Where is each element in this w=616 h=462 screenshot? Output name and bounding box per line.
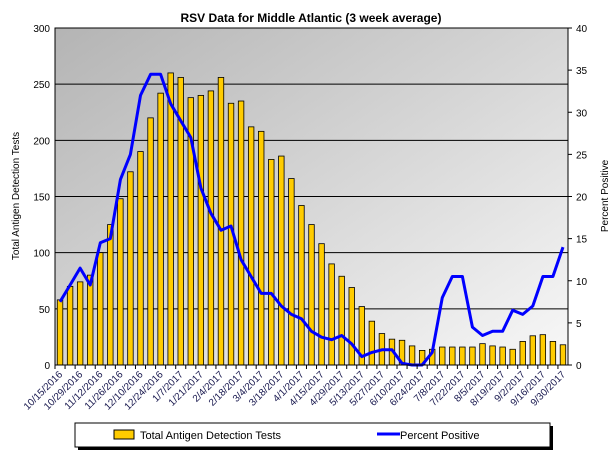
bar: [318, 243, 325, 366]
bar: [479, 343, 486, 366]
legend: Total Antigen Detection Tests Percent Po…: [74, 422, 553, 450]
bar: [549, 341, 557, 366]
y2-tick-label: 40: [576, 24, 588, 35]
percent-positive-line: [58, 72, 565, 367]
bar: [449, 346, 456, 366]
bar: [509, 348, 516, 366]
bar: [127, 171, 134, 366]
bar: [258, 130, 265, 366]
bar: [147, 117, 154, 366]
legend-line-label: Percent Positive: [400, 430, 479, 442]
chart-title: RSV Data for Middle Atlantic (3 week ave…: [181, 11, 442, 25]
y2-tick-label: 5: [576, 319, 582, 330]
bar: [559, 344, 567, 366]
bar: [157, 92, 164, 366]
y-tick-label: 0: [44, 361, 50, 372]
bar: [519, 341, 526, 366]
bar: [328, 263, 335, 366]
y-tick-label: 50: [39, 305, 51, 316]
bar: [499, 346, 506, 366]
bar: [207, 90, 215, 366]
y2-tick-label: 10: [576, 277, 588, 288]
y2-tick-label: 25: [576, 150, 588, 161]
bar: [66, 285, 74, 366]
bar: [308, 224, 315, 366]
bar: [278, 155, 285, 366]
y-tick-label: 100: [33, 249, 50, 260]
y2-axis-label: Percent Positive: [600, 159, 611, 232]
y2-tick-label: 30: [576, 108, 588, 119]
legend-bar-swatch: [113, 429, 135, 440]
bar: [167, 72, 174, 366]
bar: [117, 198, 124, 366]
bar: [87, 274, 94, 366]
y2-tick-label: 20: [576, 193, 588, 204]
y-tick-label: 250: [33, 80, 50, 91]
bar: [529, 335, 536, 366]
y-axis-label: Total Antigen Detection Tests: [11, 132, 22, 260]
bar: [237, 100, 245, 366]
bar: [107, 224, 114, 366]
bar: [368, 320, 376, 366]
bar: [338, 275, 345, 366]
bar: [288, 178, 295, 366]
bar: [489, 345, 496, 366]
y2-tick-label: 15: [576, 235, 588, 246]
y-tick-label: 200: [33, 136, 50, 147]
bar: [439, 346, 446, 366]
bar: [469, 346, 476, 366]
bar: [217, 77, 225, 366]
bar: [539, 334, 547, 366]
bar: [56, 299, 64, 366]
bar: [197, 95, 205, 366]
bar: [137, 151, 144, 366]
bar: [459, 346, 466, 366]
bar: [97, 252, 104, 366]
y2-tick-label: 0: [576, 361, 582, 372]
bar: [268, 159, 275, 366]
bar: [408, 345, 416, 366]
legend-bar-label: Total Antigen Detection Tests: [140, 430, 282, 442]
bar: [348, 287, 355, 366]
y-tick-label: 300: [33, 24, 50, 35]
bar: [298, 205, 305, 366]
bar: [247, 126, 255, 366]
y2-tick-label: 35: [576, 66, 588, 77]
y-tick-label: 150: [33, 193, 50, 204]
bar: [76, 281, 84, 366]
